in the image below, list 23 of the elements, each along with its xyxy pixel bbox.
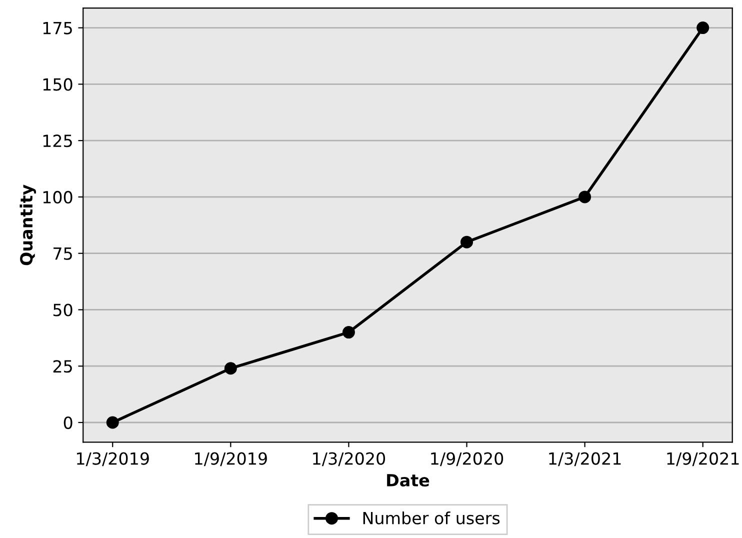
- y-tick-label: 150: [43, 78, 72, 91]
- y-axis-title: Quantity: [20, 184, 36, 266]
- point: [106, 416, 119, 429]
- y-tick-label: 100: [43, 190, 72, 204]
- x-tick-label: 1/3/2019: [77, 452, 149, 466]
- y-tick-label: 175: [43, 22, 72, 34]
- y-tick-label: 50: [53, 304, 72, 316]
- point: [224, 362, 237, 375]
- x-tick-label: 1/9/2019: [195, 452, 267, 466]
- x-axis-title: Date: [387, 474, 430, 487]
- point: [578, 190, 592, 204]
- y-tick-label: 75: [54, 248, 72, 260]
- y-tick-label: 25: [53, 360, 72, 373]
- y-tick-label: 0: [64, 416, 72, 430]
- x-tick-label: 1/9/2021: [667, 452, 739, 466]
- y-tick-label: 125: [43, 134, 72, 148]
- x-tick-label: 1/9/2020: [431, 452, 504, 466]
- legend-label: Number of users: [363, 512, 500, 524]
- point: [460, 236, 473, 248]
- x-tick-label: 1/3/2021: [549, 452, 621, 466]
- x-tick-label: 1/3/2020: [313, 452, 386, 466]
- point: [342, 326, 355, 339]
- point: [696, 22, 710, 34]
